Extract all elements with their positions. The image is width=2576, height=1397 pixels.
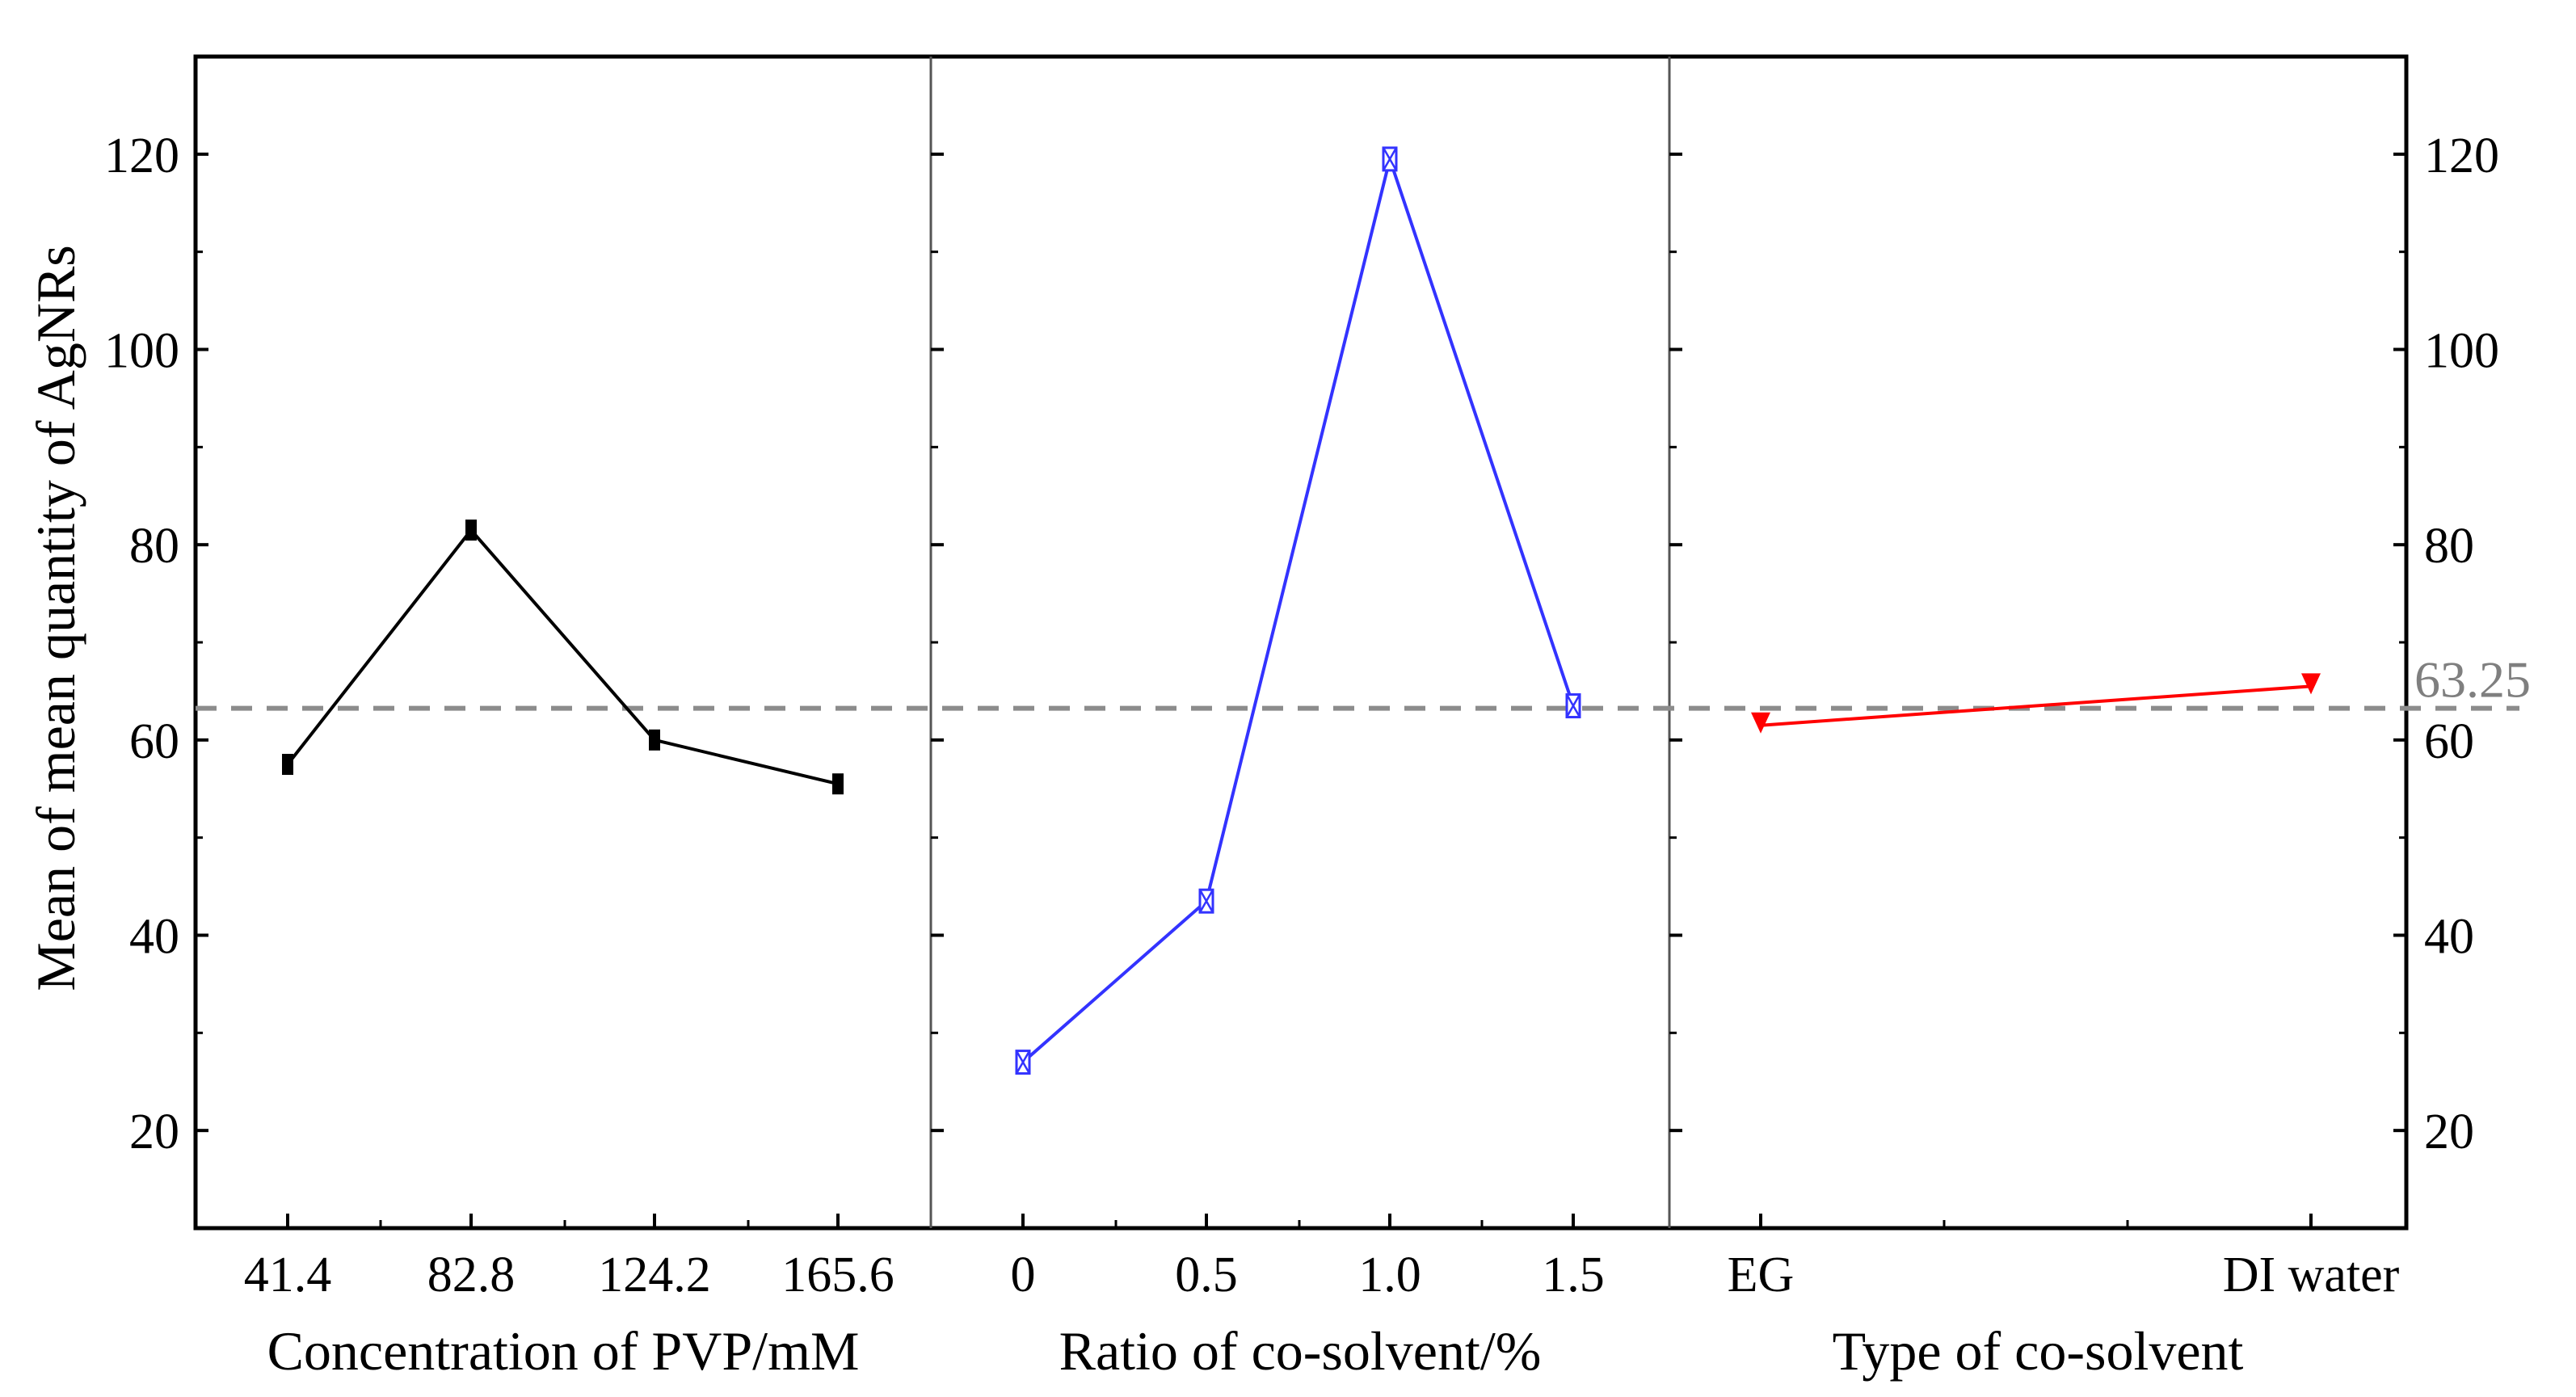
- y-tick-label-right: 40: [2424, 910, 2474, 965]
- y-tick-label-left: 100: [104, 324, 179, 379]
- x-tick-label: 82.8: [427, 1248, 516, 1302]
- data-point-marker: [1015, 1050, 1031, 1075]
- x-tick-label: EG: [1728, 1248, 1795, 1302]
- y-tick-label-left: 20: [129, 1105, 179, 1159]
- x-tick-label: 1.5: [1542, 1248, 1605, 1302]
- x-tick-label: 1.0: [1358, 1248, 1421, 1302]
- y-tick-label-right: 80: [2424, 519, 2474, 574]
- y-tick-label-left: 80: [129, 519, 179, 574]
- data-point-marker: [465, 520, 477, 541]
- label-layer: 63.25 20 40 60 80 100 120 20 40 60 80 100 120 Mean of…: [25, 128, 2531, 1382]
- data-point-marker: [832, 773, 844, 795]
- data-point-marker: [282, 754, 293, 776]
- x-axis-title: Type of co-solvent: [1833, 1320, 2244, 1382]
- x-axis-title: Concentration of PVP/mM: [267, 1320, 860, 1382]
- plot-border: [193, 54, 2409, 1231]
- series-line: [286, 527, 839, 786]
- y-tick-label-left: 60: [129, 714, 179, 769]
- x-tick-label: DI water: [2223, 1248, 2400, 1302]
- x-tick-label: 0: [1011, 1248, 1036, 1302]
- overall-mean-label: 63.25: [2414, 651, 2531, 709]
- series-line: [1760, 684, 2312, 727]
- y-tick-label-left: 120: [104, 128, 179, 183]
- y-axis-title: Mean of mean quantity of AgNRs: [25, 245, 86, 991]
- series-layer: [282, 146, 2321, 1075]
- data-point-marker: [1198, 888, 1214, 914]
- x-tick-label: 0.5: [1175, 1248, 1238, 1302]
- y-tick-label-right: 120: [2424, 128, 2499, 183]
- series-line: [1021, 153, 1575, 1064]
- data-point-marker: [2301, 673, 2321, 695]
- y-tick-label-left: 40: [129, 910, 179, 965]
- data-point-marker: [1751, 712, 1770, 734]
- y-tick-label-right: 60: [2424, 714, 2474, 769]
- tick-marks: [196, 152, 2406, 1228]
- x-tick-label: 124.2: [598, 1248, 711, 1302]
- data-point-marker: [1565, 693, 1581, 719]
- data-point-marker: [1382, 146, 1398, 172]
- plot-frame: [193, 54, 2409, 1231]
- y-tick-label-right: 20: [2424, 1105, 2474, 1159]
- data-point-marker: [649, 729, 660, 751]
- x-axis-title: Ratio of co-solvent/%: [1059, 1320, 1542, 1382]
- y-tick-label-right: 100: [2424, 324, 2499, 379]
- x-tick-label: 41.4: [244, 1248, 332, 1302]
- x-tick-label: 165.6: [781, 1248, 894, 1302]
